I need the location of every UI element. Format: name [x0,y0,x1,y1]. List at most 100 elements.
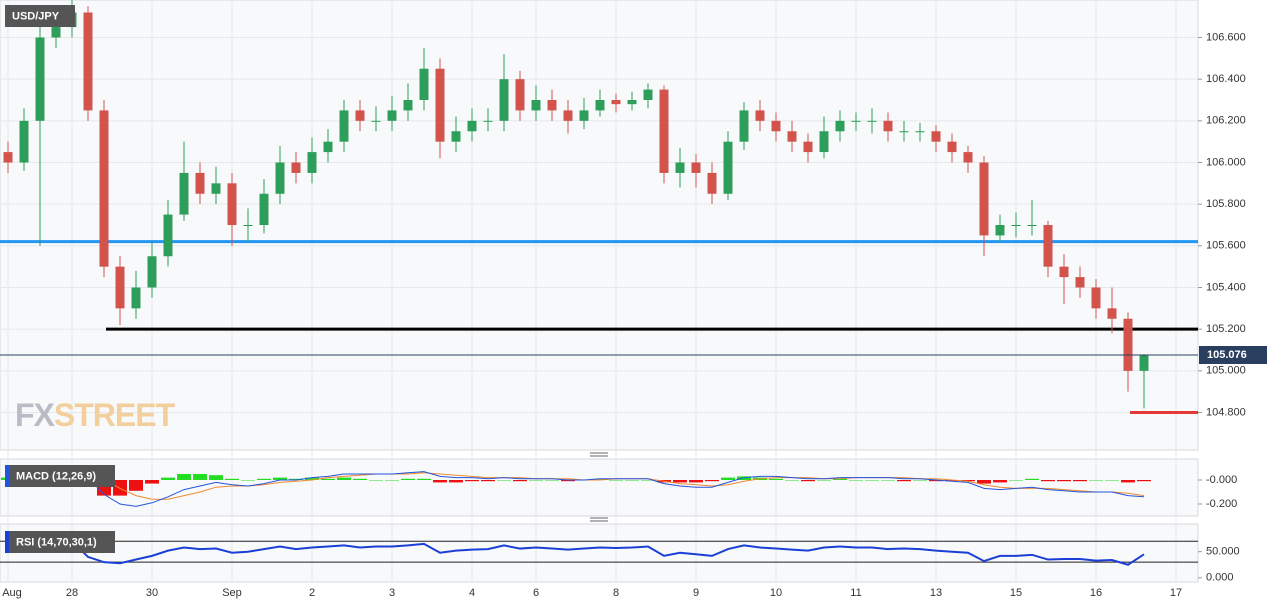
candle-body [1123,318,1133,371]
candle-body [1011,225,1021,226]
macd-histogram-bar [129,480,143,491]
macd-histogram-bar [1073,480,1087,482]
candle-body [435,68,445,142]
x-tick-label: 17 [1170,587,1182,599]
y-tick-label: 106.600 [1206,31,1246,43]
watermark: FXSTREET [15,397,176,433]
rsi-line [7,537,1145,566]
candle-body [1027,225,1037,226]
candle-body [1075,277,1085,288]
rsi-swatch [5,531,9,553]
candle-body [323,141,333,153]
candle-body [307,152,317,173]
macd-histogram-bar [721,477,735,480]
candle-body [595,100,605,111]
y-tick-label: 105.800 [1206,198,1246,210]
candle-body [115,266,125,309]
candle-body [531,100,541,111]
y-tick-label: 0.000 [1206,572,1234,584]
candle-body [611,100,621,105]
macd-histogram-bar [513,480,527,482]
candle-body [947,141,957,153]
candle-body [883,120,893,132]
macd-histogram-bar [1137,480,1151,482]
macd-histogram-bar [1089,480,1103,481]
macd-histogram-bar [769,478,783,480]
x-tick-label: 30 [146,587,158,599]
candle-body [259,193,269,225]
y-tick-label: 106.400 [1206,73,1246,85]
candle-body [691,162,701,173]
candle-body [739,110,749,142]
macd-histogram-bar [865,480,879,481]
macd-histogram-bar [497,480,511,481]
watermark-right: STREET [54,397,176,433]
candle-body [243,225,253,226]
macd-histogram-bar [945,480,959,482]
macd-histogram-bar [593,478,607,480]
y-tick-label: 105.200 [1206,323,1246,335]
chart-title: USD/JPY [12,10,60,22]
candle-body [563,110,573,121]
candle-body [355,110,365,121]
macd-histogram-bar [929,480,943,482]
macd-histogram-bar [401,478,415,480]
macd-histogram-bar [737,476,751,480]
macd-panel [0,458,1199,517]
macd-histogram-bar [193,474,207,480]
candle-body [995,225,1005,236]
candle-body [35,37,45,121]
macd-histogram-bar [673,480,687,483]
y-tick-label: 106.200 [1206,115,1246,127]
macd-title: MACD (12,26,9) [16,470,96,482]
y-tick-label: 104.800 [1206,406,1246,418]
macd-histogram-bar [353,478,367,480]
y-tick-label: 106.000 [1206,156,1246,168]
macd-histogram-bar [289,478,303,480]
candle-body [787,131,797,142]
x-tick-label: 8 [613,587,619,599]
candle-body [387,110,397,121]
macd-histogram-bar [993,480,1007,483]
x-tick-label: 16 [1090,587,1102,599]
candle-body [1043,225,1053,267]
resize-handle[interactable] [590,452,608,457]
candle-body [1139,355,1149,371]
candle-body [483,120,493,122]
macd-histogram-bar [801,480,815,482]
macd-histogram-bar [545,480,559,481]
macd-signal-line [7,467,1145,500]
candle-body [707,172,717,194]
macd-histogram-bar [417,478,431,480]
candle-body [835,120,845,132]
candle-body [643,89,653,100]
macd-histogram-bar [833,478,847,480]
macd-histogram-bar [529,480,543,481]
candle-body [403,100,413,111]
macd-histogram-bar [113,480,127,496]
macd-histogram-bar [225,478,239,480]
candle-body [291,162,301,173]
macd-swatch [5,465,9,487]
candle-body [467,120,477,132]
candle-body [675,162,685,173]
x-tick-label: 2 [309,587,315,599]
macd-histogram-bar [1009,480,1023,481]
macd-histogram-bar [273,477,287,480]
macd-histogram-bar [1025,478,1039,480]
resize-handle[interactable] [590,517,608,522]
macd-histogram-bar [849,480,863,481]
last-price-box [1199,346,1267,364]
macd-histogram-bar [1057,480,1071,482]
y-tick-label: 105.600 [1206,240,1246,252]
candle-body [1091,287,1101,309]
candle-body [851,120,861,122]
x-tick-label: 9 [693,587,699,599]
candle-body [147,256,157,288]
macd-histogram-bar [369,480,383,481]
macd-histogram-bar [913,480,927,481]
x-tick-label: 15 [1010,587,1022,599]
candle-body [499,79,509,121]
rsi-panel [0,523,1199,583]
